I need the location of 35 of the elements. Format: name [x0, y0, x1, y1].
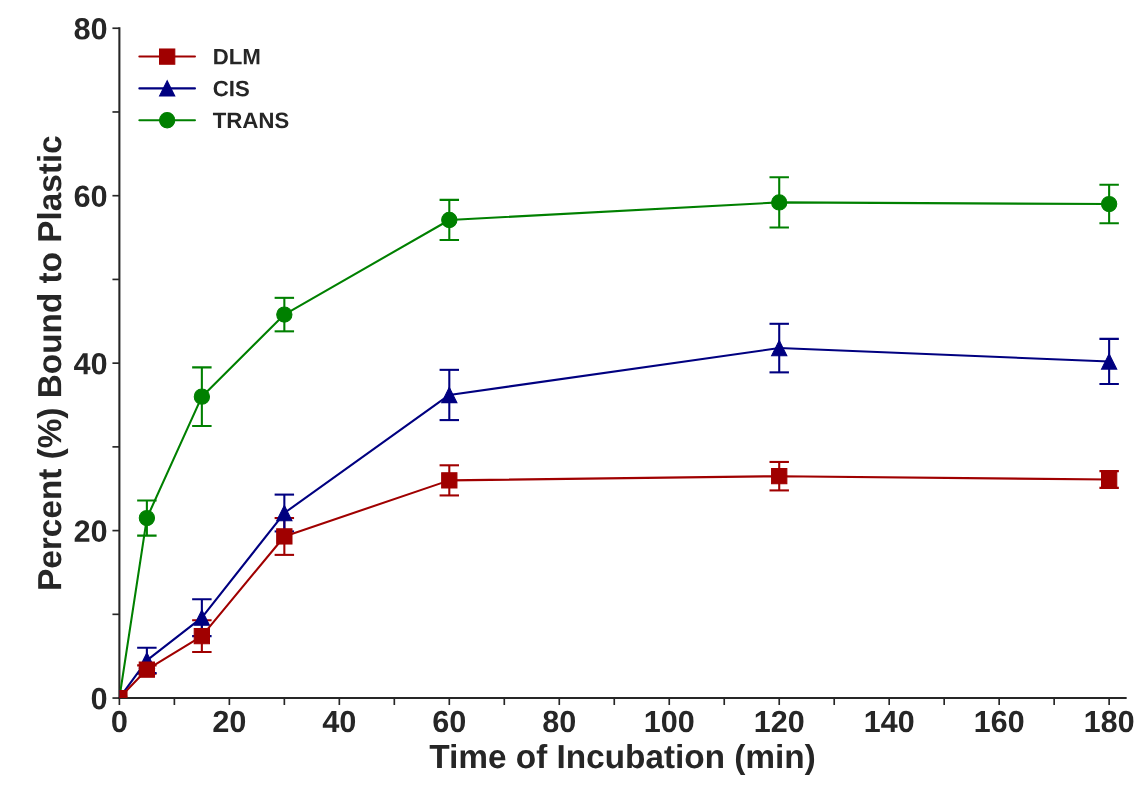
x-axis-title: Time of Incubation (min) [429, 743, 815, 775]
point [441, 386, 458, 404]
y-tick-label: 20 [74, 520, 107, 542]
x-tick-label: 120 [755, 710, 804, 733]
point [276, 504, 293, 522]
x-tick-label: 20 [213, 710, 246, 733]
x-tick-label: 40 [322, 710, 356, 733]
x-tick-label: 100 [645, 710, 694, 733]
point [138, 509, 156, 527]
point [193, 388, 211, 405]
point [193, 627, 211, 645]
point [1100, 195, 1118, 213]
point [771, 468, 788, 485]
x-tick-label: 60 [433, 710, 466, 733]
y-tick-label: 60 [74, 185, 107, 208]
y-tick-label: 80 [74, 17, 107, 40]
x-tick-label: 80 [543, 710, 576, 733]
x-tick-label: 140 [865, 710, 914, 733]
x-tick-label: 0 [112, 710, 127, 733]
point [1100, 353, 1118, 370]
legend-label: DLM [214, 49, 260, 65]
point [193, 609, 211, 626]
point [771, 339, 788, 357]
point [276, 306, 293, 323]
point [771, 194, 788, 211]
x-tick-label: 160 [975, 710, 1024, 733]
y-tick-label: 0 [91, 687, 107, 710]
point [276, 528, 293, 545]
legend-label: CIS [213, 80, 249, 97]
x-tick-label: 180 [1085, 710, 1134, 733]
y-axis-title: Percent (%) Bound to Plastic [36, 136, 69, 589]
y-tick-label: 40 [74, 352, 107, 375]
point [441, 211, 458, 229]
legend-label: TRANS [212, 112, 289, 129]
point [441, 472, 458, 489]
